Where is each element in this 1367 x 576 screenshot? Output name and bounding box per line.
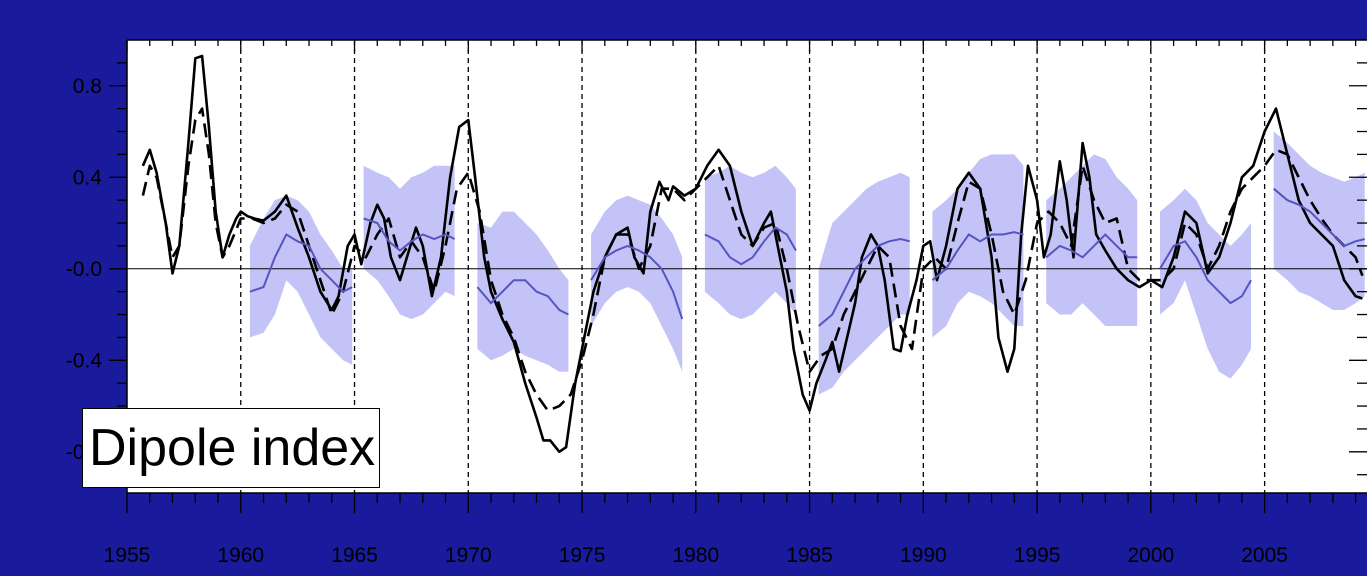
dashed-series-line — [141, 107, 1364, 412]
y-tick-label-1: 0.4 — [73, 166, 103, 189]
ensemble-mean-line-8 — [1159, 240, 1252, 305]
ensemble-mean-line-9 — [1273, 187, 1365, 248]
y-tick-label-0: 0.8 — [73, 75, 102, 98]
ensemble-mean-line-6 — [931, 231, 1024, 281]
x-tick-label-1980: 1980 — [672, 544, 719, 567]
ensemble-mean-line-3 — [590, 244, 684, 320]
x-tick-label-1985: 1985 — [786, 544, 833, 567]
ensemble-mean-line-5 — [818, 237, 910, 327]
spread-band-2 — [477, 211, 569, 372]
x-tick-label-1955: 1955 — [104, 544, 151, 567]
y-tick-label-3: -0.4 — [66, 349, 103, 372]
x-tick-label-1965: 1965 — [331, 544, 378, 567]
x-tick-label-1990: 1990 — [900, 544, 947, 567]
ensemble-mean-line-7 — [1045, 233, 1138, 259]
x-tick-label-2005: 2005 — [1241, 544, 1288, 567]
x-tick-label-1960: 1960 — [217, 544, 264, 567]
x-tick-label-1975: 1975 — [559, 544, 606, 567]
ensemble-mean-line-4 — [704, 226, 797, 266]
ensemble-mean-line-0 — [249, 233, 353, 293]
x-tick-label-1970: 1970 — [445, 544, 492, 567]
x-tick-label-2000: 2000 — [1127, 544, 1174, 567]
y-tick-label-2: -0.0 — [66, 258, 102, 281]
spread-band-5 — [818, 172, 910, 395]
chart-label: Dipole index — [82, 408, 381, 488]
spread-band-0 — [249, 195, 353, 365]
x-tick-label-1995: 1995 — [1014, 544, 1061, 567]
ensemble-mean-line-1 — [363, 217, 456, 252]
ensemble-mean-line-2 — [476, 279, 569, 316]
spread-band-7 — [1046, 154, 1138, 326]
